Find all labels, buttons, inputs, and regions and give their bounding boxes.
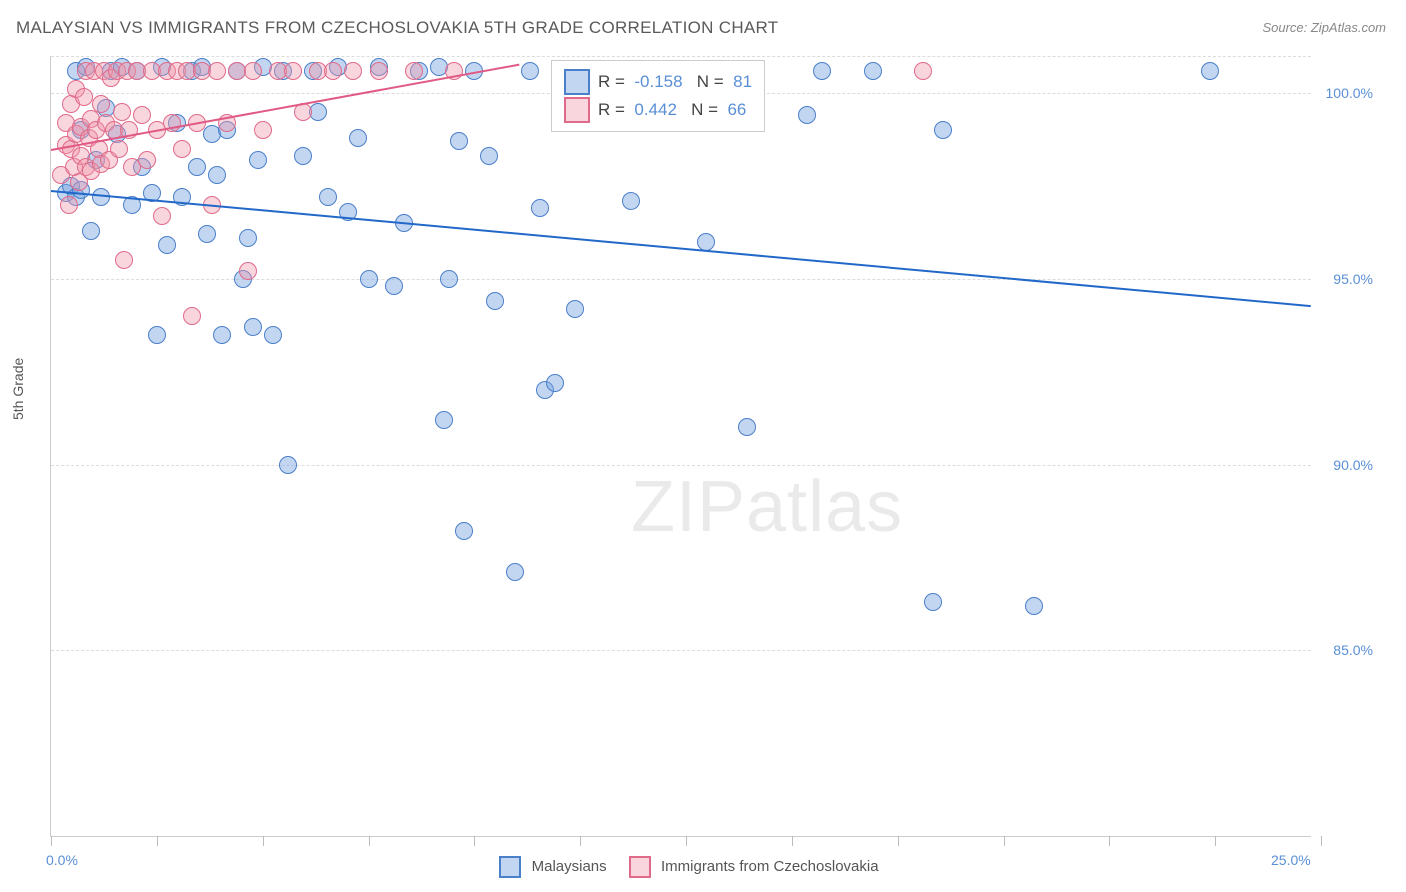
scatter-point [133, 106, 151, 124]
bottom-legend: Malaysians Immigrants from Czechoslovaki… [50, 856, 1310, 878]
scatter-point [506, 563, 524, 581]
x-tick [1215, 836, 1216, 846]
x-tick [1004, 836, 1005, 846]
scatter-point [738, 418, 756, 436]
scatter-point [440, 270, 458, 288]
scatter-point [254, 121, 272, 139]
scatter-point [92, 95, 110, 113]
x-tick [51, 836, 52, 846]
scatter-point [480, 147, 498, 165]
legend-label-2: Immigrants from Czechoslovakia [661, 858, 879, 875]
legend-swatch-pink [629, 856, 651, 878]
y-axis-label: 5th Grade [10, 358, 26, 420]
scatter-point [1025, 597, 1043, 615]
scatter-point [385, 277, 403, 295]
x-tick [580, 836, 581, 846]
scatter-point [405, 62, 423, 80]
scatter-point [813, 62, 831, 80]
scatter-point [1201, 62, 1219, 80]
scatter-point [208, 166, 226, 184]
scatter-point [264, 326, 282, 344]
x-tick [1109, 836, 1110, 846]
chart-title: MALAYSIAN VS IMMIGRANTS FROM CZECHOSLOVA… [16, 18, 778, 38]
scatter-point [188, 158, 206, 176]
legend-swatch-pink [564, 97, 590, 123]
scatter-point [521, 62, 539, 80]
y-tick-label: 95.0% [1333, 271, 1373, 287]
x-tick [369, 836, 370, 846]
correlation-legend: R = -0.158 N = 81 R = 0.442 N = 66 [551, 60, 765, 132]
scatter-point [279, 456, 297, 474]
y-tick-label: 85.0% [1333, 642, 1373, 658]
scatter-point [622, 192, 640, 210]
scatter-point [798, 106, 816, 124]
x-tick [686, 836, 687, 846]
scatter-point [531, 199, 549, 217]
scatter-point [148, 326, 166, 344]
legend-stats: R = 0.442 N = 66 [598, 100, 746, 120]
scatter-point [158, 236, 176, 254]
scatter-point [566, 300, 584, 318]
scatter-point [173, 140, 191, 158]
x-tick [792, 836, 793, 846]
scatter-point [110, 140, 128, 158]
scatter-point [244, 62, 262, 80]
scatter-point [344, 62, 362, 80]
trend-line [51, 190, 1311, 307]
scatter-point [113, 103, 131, 121]
scatter-point [244, 318, 262, 336]
scatter-point [697, 233, 715, 251]
scatter-point [249, 151, 267, 169]
scatter-point [435, 411, 453, 429]
scatter-point [153, 207, 171, 225]
scatter-point [284, 62, 302, 80]
scatter-point [294, 147, 312, 165]
scatter-point [82, 222, 100, 240]
legend-row: R = 0.442 N = 66 [564, 97, 752, 123]
x-tick [157, 836, 158, 846]
scatter-point [546, 374, 564, 392]
x-tick [263, 836, 264, 846]
gridline-h [51, 650, 1311, 651]
scatter-point [370, 62, 388, 80]
plot-area: 85.0%90.0%95.0%100.0%0.0%25.0%ZIPatlasR … [50, 56, 1311, 837]
watermark: ZIPatlas [631, 466, 903, 548]
legend-swatch-blue [499, 856, 521, 878]
scatter-point [213, 326, 231, 344]
scatter-point [319, 188, 337, 206]
legend-label-1: Malaysians [532, 858, 607, 875]
scatter-point [360, 270, 378, 288]
scatter-point [75, 88, 93, 106]
legend-row: R = -0.158 N = 81 [564, 69, 752, 95]
scatter-point [450, 132, 468, 150]
gridline-h [51, 56, 1311, 57]
scatter-point [183, 307, 201, 325]
scatter-point [324, 62, 342, 80]
x-tick [898, 836, 899, 846]
y-tick-label: 100.0% [1326, 85, 1373, 101]
scatter-point [208, 62, 226, 80]
scatter-point [239, 262, 257, 280]
legend-swatch-blue [564, 69, 590, 95]
scatter-point [60, 196, 78, 214]
source-label: Source: ZipAtlas.com [1262, 20, 1386, 35]
scatter-point [934, 121, 952, 139]
x-tick [474, 836, 475, 846]
x-tick [1321, 836, 1322, 846]
y-tick-label: 90.0% [1333, 457, 1373, 473]
scatter-point [924, 593, 942, 611]
scatter-point [455, 522, 473, 540]
scatter-point [864, 62, 882, 80]
scatter-point [914, 62, 932, 80]
scatter-point [349, 129, 367, 147]
legend-stats: R = -0.158 N = 81 [598, 72, 752, 92]
scatter-point [115, 251, 133, 269]
gridline-h [51, 465, 1311, 466]
scatter-point [198, 225, 216, 243]
scatter-point [138, 151, 156, 169]
scatter-point [486, 292, 504, 310]
scatter-point [239, 229, 257, 247]
